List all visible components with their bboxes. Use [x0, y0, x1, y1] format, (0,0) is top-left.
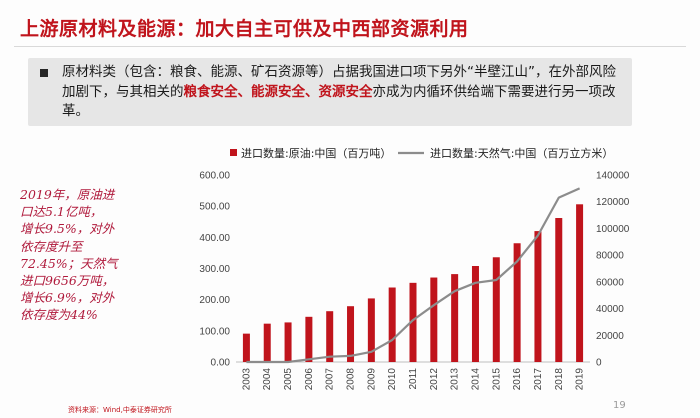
crude-oil-bar [242, 333, 250, 362]
crude-oil-bar [471, 266, 479, 362]
summary-text-part-2: 亦成为内循环供给端下需要进行另一项改革。 [62, 83, 616, 120]
y-right-tick-label: 60000 [596, 277, 624, 288]
y-right-tick-label: 120000 [596, 197, 630, 208]
x-tick-label: 2011 [408, 368, 419, 390]
x-tick-label: 2013 [450, 368, 461, 391]
y-left-tick-label: 0.00 [211, 358, 231, 369]
y-left-tick-label: 300.00 [199, 264, 230, 275]
legend-bar-swatch [230, 149, 237, 156]
y-left-tick-label: 100.00 [199, 326, 230, 337]
x-tick-label: 2007 [325, 368, 336, 391]
y-right-tick-label: 100000 [596, 224, 630, 235]
crude-oil-bar [284, 322, 292, 362]
slide-title: 上游原材料及能源：加大自主可供及中西部资源利用 [20, 18, 469, 40]
x-tick-label: 2015 [491, 368, 502, 391]
highlight-energy-security: 能源安全 [251, 83, 305, 100]
y-right-tick-label: 20000 [596, 331, 624, 342]
y-left-tick-label: 500.00 [199, 202, 230, 213]
crude-oil-bar [347, 306, 355, 362]
y-left-tick-label: 600.00 [199, 171, 230, 182]
title-divider [14, 46, 686, 47]
y-left-tick-label: 400.00 [199, 233, 230, 244]
x-tick-label: 2014 [470, 368, 481, 391]
y-right-tick-label: 140000 [596, 171, 630, 182]
x-tick-label: 2003 [241, 368, 252, 391]
y-right-tick-label: 80000 [596, 251, 624, 262]
crude-oil-bar [263, 323, 271, 362]
x-tick-label: 2010 [387, 368, 398, 391]
x-tick-label: 2008 [346, 368, 357, 391]
y-left-tick-label: 200.00 [199, 295, 230, 306]
crude-oil-bar [305, 316, 313, 362]
crude-oil-bar [430, 277, 438, 362]
y-right-tick-label: 40000 [596, 304, 624, 315]
crude-oil-bar [409, 282, 417, 362]
crude-oil-bar [367, 298, 375, 362]
highlight-resource-security: 资源安全 [318, 83, 373, 100]
crude-oil-bar [326, 311, 334, 362]
crude-oil-bar [513, 243, 521, 362]
crude-oil-bar [534, 231, 542, 362]
source-note: 资料来源：Wind,中泰证券研究所 [68, 406, 172, 414]
y-right-tick-label: 0 [596, 358, 602, 369]
crude-oil-bar [451, 274, 459, 362]
x-tick-label: 2017 [533, 368, 544, 391]
x-tick-label: 2006 [304, 368, 315, 391]
highlight-separator: 、 [305, 83, 319, 100]
bullet-square-icon [40, 69, 48, 77]
annotation-note: 2019年，原油进 口达5.1亿吨， 增长9.5%，对外 依存度升至 72.45… [20, 187, 118, 323]
legend-label-crude-oil: 进口数量:原油:中国（百万吨） [241, 146, 391, 160]
summary-text: 原材料类（包含：粮食、能源、矿石资源等）占据我国进口项下另外“半壁江山”，在外部… [62, 63, 622, 122]
crude-oil-bar [576, 204, 584, 362]
x-tick-label: 2012 [429, 368, 440, 391]
highlight-separator: 、 [237, 83, 252, 100]
summary-box: 原材料类（包含：粮食、能源、矿石资源等）占据我国进口项下另外“半壁江山”，在外部… [28, 58, 632, 126]
x-tick-label: 2016 [512, 368, 523, 391]
x-tick-label: 2005 [283, 368, 294, 391]
summary-text-part-1: 原材料类（包含：粮食、能源、矿石资源等）占据我国进口项下另外“半壁江山”，在外部… [62, 64, 616, 100]
crude-oil-bar [492, 257, 500, 362]
x-tick-label: 2018 [554, 368, 565, 391]
legend-label-natural-gas: 进口数量:天然气:中国（百万立方米） [430, 146, 613, 160]
crude-oil-bar [388, 287, 396, 362]
highlight-food-security: 粮食安全 [183, 83, 238, 100]
crude-oil-bar [555, 218, 563, 362]
x-tick-label: 2004 [262, 368, 273, 391]
page-number: 19 [613, 400, 626, 411]
x-tick-label: 2009 [366, 368, 377, 391]
x-tick-label: 2019 [575, 368, 586, 391]
